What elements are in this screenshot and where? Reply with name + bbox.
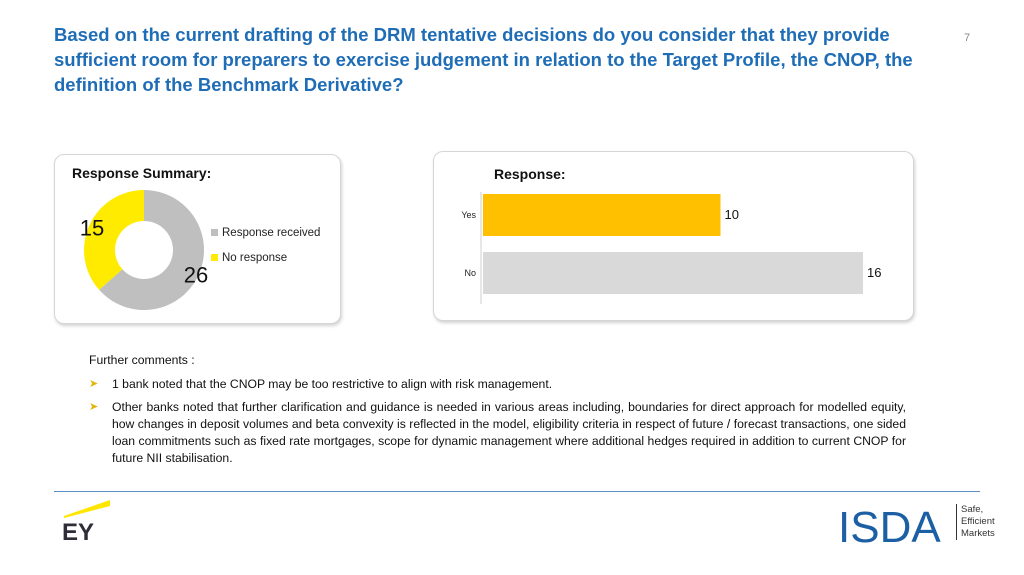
donut-data-label: 15 [80,216,104,241]
response-summary-card: Response Summary: 26 15 Response received… [54,154,341,324]
donut-slice-response-received [99,190,204,310]
footer-divider [54,491,980,492]
legend-label: Response received [222,227,321,239]
response-summary-heading: Response Summary: [72,165,212,181]
donut-slice-no-response [84,190,144,290]
bar-data-label: 10 [725,207,739,222]
list-item: ➤ 1 bank noted that the CNOP may be too … [89,376,906,393]
arrow-bullet-icon: ➤ [89,378,99,390]
arrow-bullet-icon: ➤ [89,401,99,413]
isda-tagline-line: Efficient [961,516,995,527]
isda-tagline-line: Markets [961,528,995,539]
legend-swatch-grey [211,229,218,237]
isda-logo: ISDA [838,503,941,548]
isda-tagline-line: Safe, [961,504,984,515]
donut-data-label: 26 [184,262,208,287]
legend-item-response-received: Response received [211,227,320,239]
comment-text: Other banks noted that further clarifica… [112,400,906,465]
bar-data-label: 16 [867,265,881,280]
bar-no [483,252,863,294]
comment-text: 1 bank noted that the CNOP may be too re… [112,377,553,391]
isda-logo-text: ISDA [838,503,941,548]
further-comments: Further comments : ➤ 1 bank noted that t… [89,352,906,473]
ey-logo: EY [62,500,110,544]
bar-yes [483,194,721,236]
page-number: 7 [964,32,971,44]
list-item: ➤ Other banks noted that further clarifi… [89,399,906,467]
comments-list: ➤ 1 bank noted that the CNOP may be too … [89,376,906,467]
bar-category-label: No [464,268,476,278]
comments-heading: Further comments : [89,353,195,367]
ey-beam-icon [64,500,110,518]
legend-swatch-yellow [211,254,218,262]
isda-tagline: Safe, Efficient Markets [956,504,995,540]
bar-chart: Yes 10 No 16 [461,192,881,304]
ey-logo-text: EY [62,519,94,544]
response-heading: Response: [494,166,566,182]
response-card: Response: Yes 10 No 16 [433,151,914,321]
legend-label: No response [222,252,288,264]
donut-chart: 26 15 [80,190,208,310]
bar-category-label: Yes [461,210,476,220]
legend-item-no-response: No response [211,252,287,264]
slide-title: Based on the current drafting of the DRM… [54,24,913,95]
